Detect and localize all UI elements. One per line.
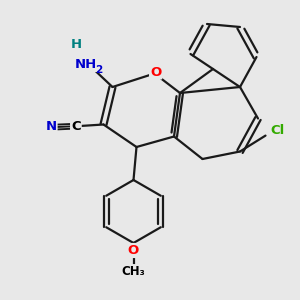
Text: C: C bbox=[71, 119, 81, 133]
Text: N: N bbox=[45, 120, 57, 134]
Text: Cl: Cl bbox=[270, 124, 285, 137]
Text: O: O bbox=[150, 65, 161, 79]
Text: 2: 2 bbox=[95, 64, 102, 75]
Text: O: O bbox=[128, 244, 139, 257]
Text: H: H bbox=[71, 38, 82, 52]
Text: NH: NH bbox=[74, 58, 97, 71]
Text: CH₃: CH₃ bbox=[122, 265, 146, 278]
